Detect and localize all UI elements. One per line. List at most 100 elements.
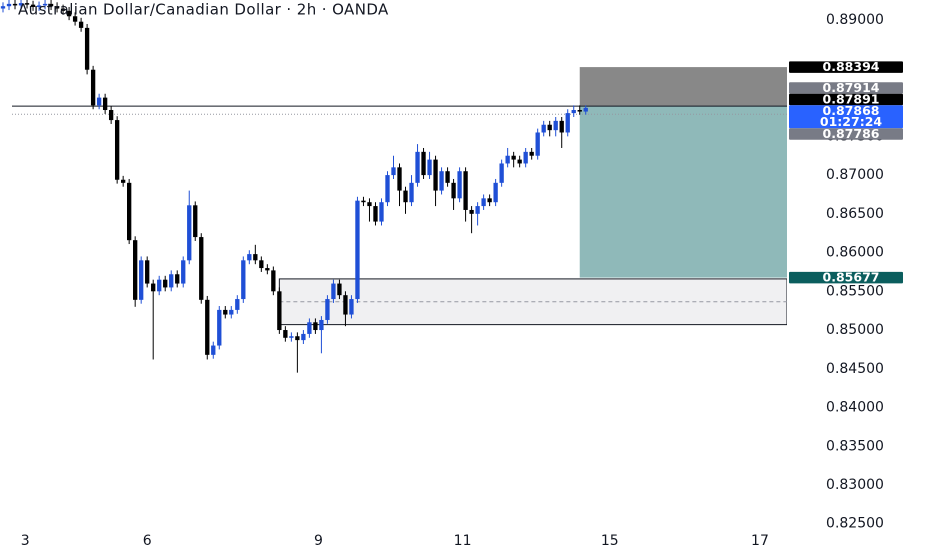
candle-body	[42, 3, 48, 6]
y-tick-label: 0.86000	[826, 245, 884, 261]
candle-body	[36, 5, 42, 7]
candle-body	[139, 260, 144, 300]
x-tick-label: 15	[601, 533, 619, 549]
candle-body	[331, 283, 336, 300]
candle-body	[235, 299, 240, 310]
candle-body	[553, 120, 558, 131]
price-label: 0.87868	[823, 103, 880, 118]
candle-body	[463, 171, 468, 210]
price-label: 0.87914	[823, 80, 880, 95]
candle-body	[439, 171, 444, 191]
y-tick-label: 0.83000	[826, 477, 884, 493]
candle-body	[427, 159, 432, 176]
x-tick-label: 11	[454, 533, 472, 549]
candle-body	[247, 254, 252, 261]
x-tick-label: 9	[314, 533, 323, 549]
candle-body	[169, 274, 174, 288]
candle-body	[271, 270, 276, 292]
candle-body	[12, 3, 18, 6]
candle-body	[343, 295, 348, 315]
candle-body	[517, 159, 522, 164]
candle-body	[355, 200, 360, 300]
candle-body	[349, 299, 354, 315]
price-label-bg	[789, 82, 903, 94]
candle-body	[457, 171, 462, 199]
candle-body	[445, 171, 450, 183]
candle-body	[277, 291, 282, 331]
candle-body	[301, 333, 306, 341]
y-tick-label: 0.82500	[826, 516, 884, 532]
y-tick-label: 0.84000	[826, 400, 884, 416]
candle-body	[145, 260, 150, 284]
candle-body	[541, 124, 546, 133]
candle-body	[523, 151, 528, 164]
candle-body	[337, 283, 342, 296]
x-tick-label: 6	[143, 533, 152, 549]
candle-body	[102, 97, 108, 111]
candle-body	[577, 110, 582, 112]
chart-title: Australian Dollar/Canadian Dollar · 2h ·…	[18, 1, 389, 19]
stop-zone	[579, 67, 787, 107]
candle-body	[289, 336, 294, 338]
candle-body	[48, 3, 54, 7]
candle-body	[559, 120, 564, 133]
candle-body	[253, 254, 258, 261]
candle-body	[259, 260, 264, 269]
x-tick-label: 17	[751, 533, 769, 549]
y-tick-label: 0.86500	[826, 206, 884, 222]
price-label-bg	[789, 128, 903, 140]
candle-body	[547, 124, 552, 131]
candle-body	[379, 202, 384, 222]
candle-body	[241, 260, 246, 300]
candle-body	[397, 167, 402, 191]
y-tick-label: 0.83500	[826, 438, 884, 454]
candle-body	[415, 151, 420, 183]
candle-body	[451, 182, 456, 199]
candle-body	[481, 198, 486, 207]
price-label-bg	[789, 271, 903, 284]
candle-body	[223, 309, 228, 315]
candle-body	[114, 120, 120, 180]
candle-body	[127, 182, 132, 241]
countdown: 01:27:24	[820, 114, 882, 129]
candle-body	[493, 182, 498, 203]
candle-body	[181, 260, 186, 284]
candle-body	[72, 16, 78, 22]
candle-body	[120, 179, 126, 183]
candle-body	[583, 107, 588, 112]
candle-body	[313, 322, 318, 331]
candle-body	[205, 299, 210, 355]
candle-body	[475, 206, 480, 214]
candle-body	[6, 3, 12, 7]
candle-body	[265, 268, 270, 271]
candle-body	[283, 330, 288, 338]
price-label: 0.88394	[823, 59, 880, 74]
candle-body	[385, 175, 390, 203]
candle-body	[157, 279, 162, 292]
candle-body	[361, 200, 366, 203]
candle-body	[18, 3, 24, 6]
candle-body	[535, 132, 540, 156]
candle-body	[199, 237, 204, 300]
candle-body	[487, 198, 492, 203]
candle-body	[403, 190, 408, 203]
candle-body	[391, 167, 396, 176]
target-zone	[579, 106, 787, 278]
candle-body	[0, 6, 6, 9]
y-tick-label: 0.89000	[826, 12, 884, 28]
y-tick-label: 0.87000	[826, 167, 884, 183]
candle-body	[60, 8, 66, 11]
candle-body	[96, 97, 102, 106]
candle-body	[571, 110, 576, 114]
plot-area	[0, 0, 787, 373]
candle-body	[229, 309, 234, 315]
candle-body	[217, 309, 222, 346]
x-tick-label: 3	[21, 533, 30, 549]
candle-body	[409, 182, 414, 203]
candle-body	[187, 205, 192, 261]
candle-body	[373, 206, 378, 222]
candle-body	[529, 151, 534, 156]
candle-body	[78, 21, 84, 28]
price-label: 0.85677	[823, 270, 880, 285]
